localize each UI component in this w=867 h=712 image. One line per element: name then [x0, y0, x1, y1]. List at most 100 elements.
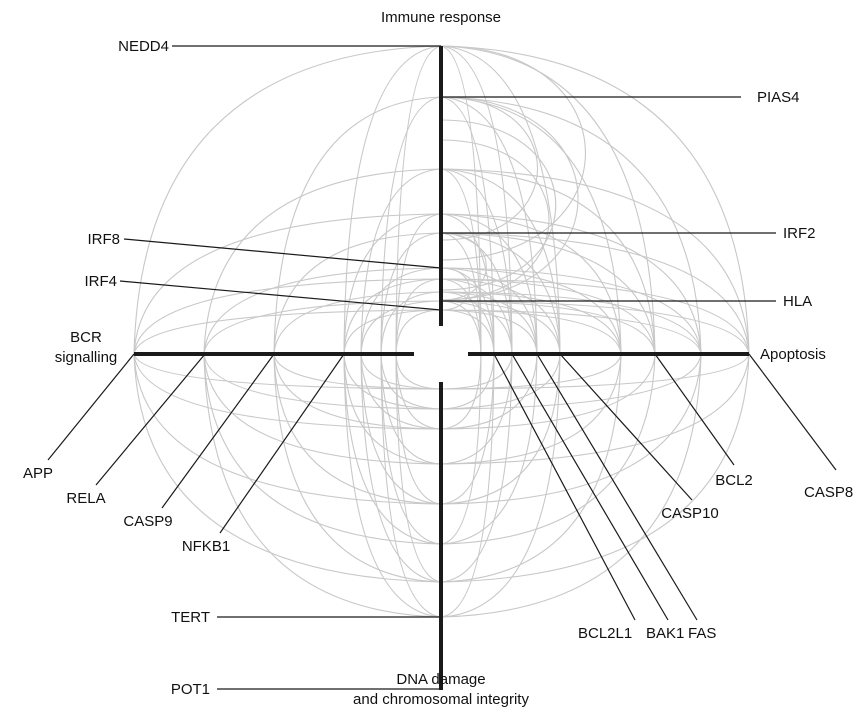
interaction-edge [395, 353, 442, 430]
gene-label-hla: HLA [783, 293, 812, 310]
leader-irf8 [123, 238, 442, 269]
interaction-edge [203, 353, 442, 618]
interaction-edge [440, 232, 513, 355]
interaction-edge [133, 353, 442, 583]
interaction-edge [440, 353, 561, 410]
interaction-edge [440, 96, 495, 355]
interaction-edge [360, 353, 442, 430]
interaction-edge [133, 213, 442, 355]
interaction-edge [360, 353, 442, 505]
interaction-edge [440, 278, 656, 355]
interaction-edge [440, 353, 702, 505]
interaction-edge [203, 353, 442, 465]
interaction-edge [440, 267, 622, 355]
interaction-edge [440, 45, 656, 355]
interaction-edge [133, 309, 442, 355]
interaction-edge [440, 45, 561, 355]
interaction-edge [343, 213, 442, 355]
leader-bak1 [511, 353, 669, 621]
interaction-edge [395, 213, 442, 355]
interaction-edge [203, 267, 442, 355]
interaction-edge [440, 309, 538, 355]
interaction-edge [440, 353, 622, 583]
leader-rela [95, 353, 206, 486]
interaction-edge [440, 353, 495, 618]
interaction-edge [440, 267, 470, 311]
interaction-edge [273, 353, 442, 390]
interaction-edge [440, 291, 538, 355]
gene-label-irf2: IRF2 [783, 225, 816, 242]
axis-label-bcr-line1: BCR [70, 329, 102, 346]
interaction-edge [440, 300, 750, 355]
axis-label-apoptosis: Apoptosis [760, 346, 826, 363]
interaction-edge [380, 291, 442, 355]
interaction-edge [440, 139, 550, 301]
interaction-edge [440, 168, 482, 355]
interaction-edge [203, 353, 442, 545]
interaction-edge [343, 353, 442, 410]
interaction-edge [360, 300, 442, 355]
interaction-edge [440, 232, 656, 355]
interaction-edge [440, 213, 495, 355]
interaction-edge [440, 213, 622, 355]
interaction-edge [440, 353, 561, 618]
gene-label-app: APP [23, 465, 53, 482]
interaction-edge [380, 353, 442, 545]
interaction-edge [440, 353, 495, 505]
interaction-edge [440, 300, 482, 355]
interaction-edge [440, 300, 656, 355]
gene-label-rela: RELA [66, 490, 105, 507]
interaction-edge [440, 291, 702, 355]
interaction-edge [440, 353, 750, 390]
interaction-edge [440, 353, 750, 583]
interaction-edge [440, 45, 750, 355]
interaction-edge [440, 291, 495, 355]
interaction-edge [203, 300, 442, 355]
interaction-edge [440, 267, 702, 355]
gene-label-tert: TERT [171, 609, 210, 626]
interaction-edge [133, 278, 442, 355]
interaction-edge [440, 353, 702, 618]
axes [134, 46, 749, 690]
interaction-edge [133, 353, 442, 430]
interaction-edge [360, 353, 442, 390]
interaction-edge [440, 353, 622, 465]
gene-label-nfkb1: NFKB1 [182, 538, 230, 555]
interaction-edge [440, 168, 750, 355]
interaction-edge [273, 291, 442, 355]
gene-label-casp8: CASP8 [804, 484, 853, 501]
leader-casp10 [559, 353, 693, 501]
axis-label-dna-damage-line1: DNA damage [396, 671, 485, 688]
interaction-edge [343, 309, 442, 355]
gene-label-nedd4: NEDD4 [118, 38, 169, 55]
interaction-edge [440, 353, 513, 390]
interaction-edge [395, 353, 442, 390]
gene-label-fas: FAS [688, 625, 716, 642]
interaction-edge [273, 353, 442, 505]
interaction-edge [380, 353, 442, 465]
interaction-edge [440, 119, 557, 291]
interaction-edge [440, 353, 656, 430]
interaction-edge [273, 353, 442, 430]
interaction-edge [440, 353, 495, 410]
interaction-edge [343, 353, 442, 465]
interaction-edge [440, 45, 586, 261]
interaction-edge [440, 353, 750, 465]
interaction-edge [440, 96, 538, 355]
interaction-edge [343, 278, 442, 355]
interaction-edge [203, 168, 442, 355]
interaction-edge [395, 278, 442, 355]
interaction-edge [440, 96, 579, 301]
interaction-edge [440, 96, 702, 355]
leader-bcl2 [654, 353, 735, 466]
interaction-edge [440, 300, 561, 355]
interaction-edge [440, 168, 561, 355]
interaction-edge [395, 353, 442, 505]
interaction-edge [133, 45, 442, 355]
leader-lines [47, 45, 837, 690]
gene-label-irf4: IRF4 [84, 273, 117, 290]
interaction-edge [440, 353, 482, 430]
interaction-edge [380, 232, 442, 355]
interaction-edge [440, 353, 513, 465]
